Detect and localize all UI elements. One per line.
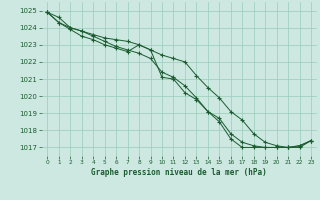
X-axis label: Graphe pression niveau de la mer (hPa): Graphe pression niveau de la mer (hPa) xyxy=(91,168,267,177)
